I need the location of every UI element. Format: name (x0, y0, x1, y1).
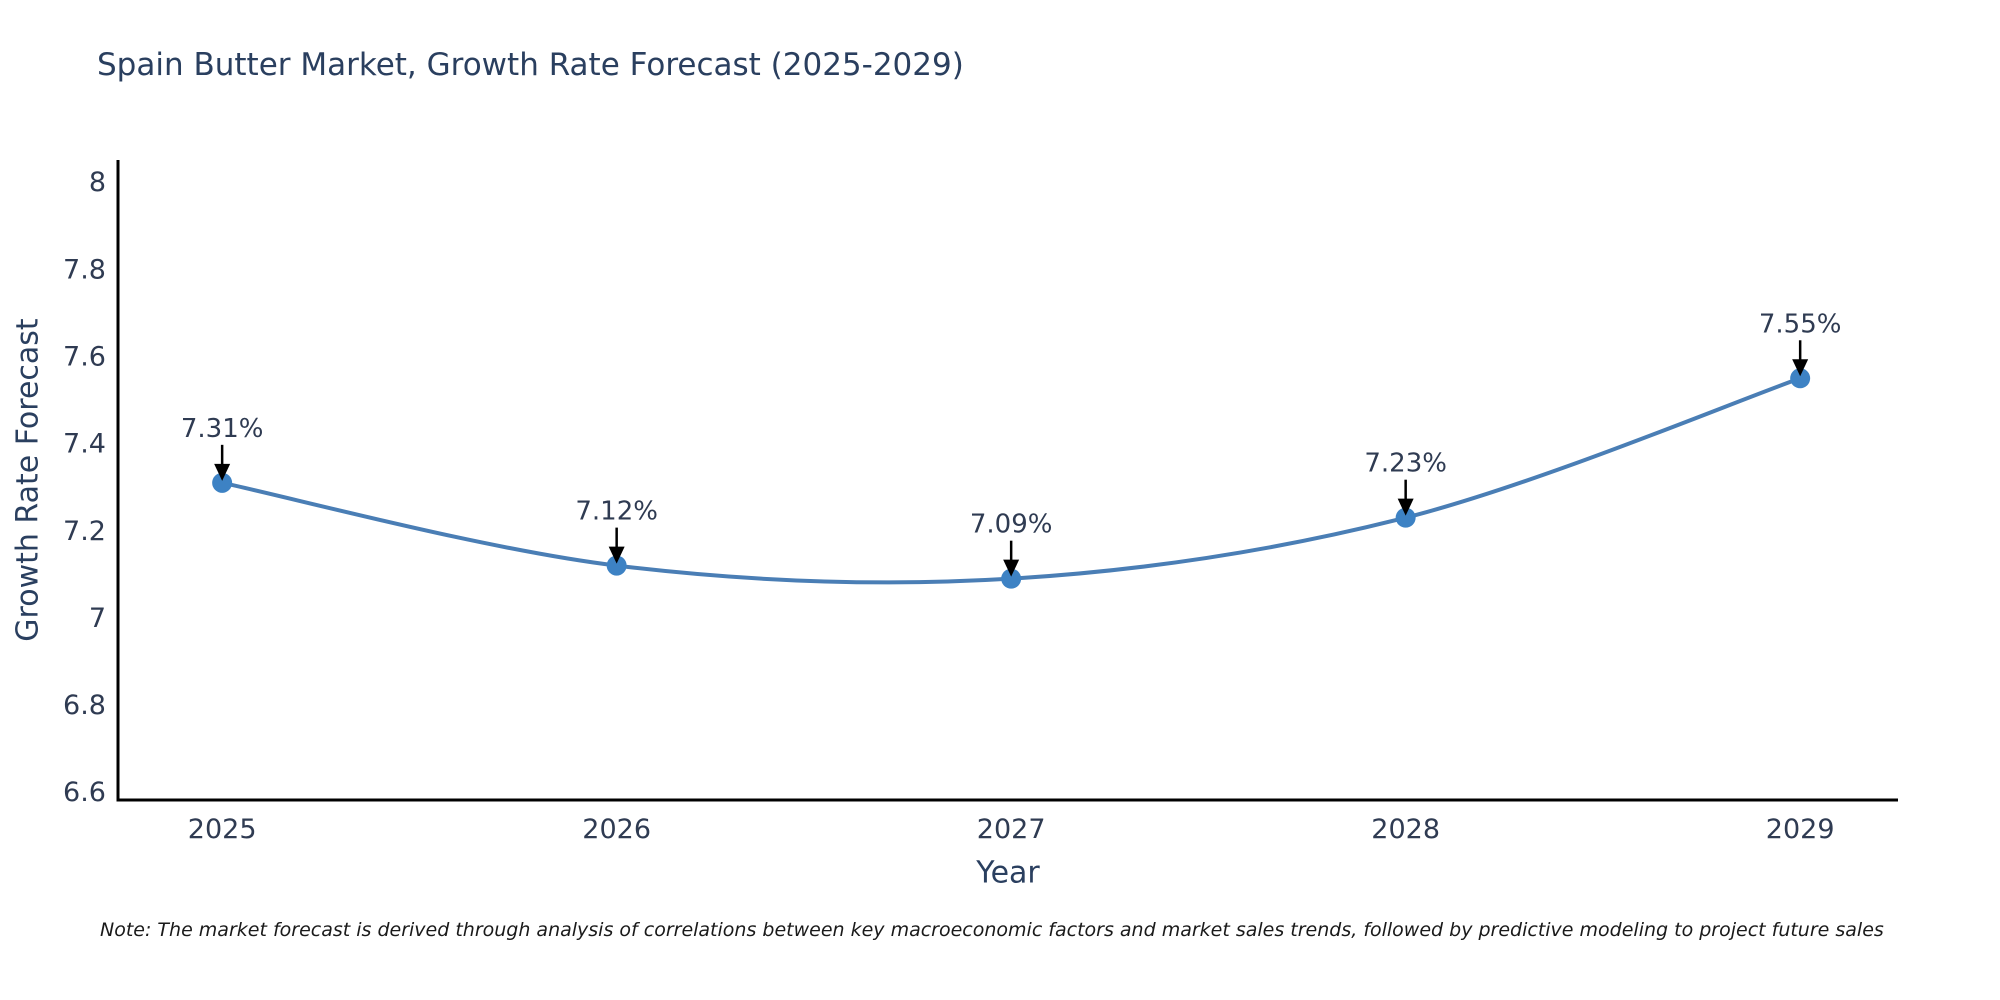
annotation-arrowhead (214, 463, 231, 481)
y-tick-label: 8 (89, 167, 106, 198)
y-tick-label: 7.8 (63, 254, 106, 285)
annotation-label: 7.12% (575, 497, 658, 527)
y-tick-label: 7.2 (63, 516, 106, 547)
annotation-arrowhead (608, 546, 625, 564)
axis-lines (116, 160, 1898, 802)
y-tick-label: 7.4 (63, 429, 106, 460)
x-tick-label: 2026 (582, 814, 651, 845)
y-tick-label: 7.6 (63, 341, 106, 372)
x-tick-label: 2028 (1371, 814, 1440, 845)
footnote: Note: The market forecast is derived thr… (100, 919, 1884, 941)
y-tick-label: 7 (89, 603, 106, 634)
annotation-arrowhead (1792, 359, 1809, 377)
data-point-marker (212, 472, 233, 493)
x-tick-label: 2027 (977, 814, 1046, 845)
x-axis-title: Year (976, 855, 1040, 891)
x-tick-label: 2029 (1766, 814, 1835, 845)
annotation-arrowhead (1003, 559, 1020, 577)
x-tick-label: 2025 (188, 814, 257, 845)
data-point-marker (606, 555, 627, 576)
annotation-label: 7.31% (181, 414, 264, 444)
data-point-marker (1395, 507, 1416, 528)
annotation-label: 7.55% (1759, 309, 1842, 339)
annotation-label: 7.23% (1364, 449, 1447, 479)
data-point-marker (1001, 568, 1022, 589)
y-tick-label: 6.8 (63, 690, 106, 721)
annotation-arrowhead (1397, 498, 1414, 516)
data-point-marker (1790, 368, 1811, 389)
chart-title: Spain Butter Market, Growth Rate Forecas… (97, 47, 964, 83)
y-tick-label: 6.6 (63, 777, 106, 808)
annotation-label: 7.09% (970, 510, 1053, 540)
